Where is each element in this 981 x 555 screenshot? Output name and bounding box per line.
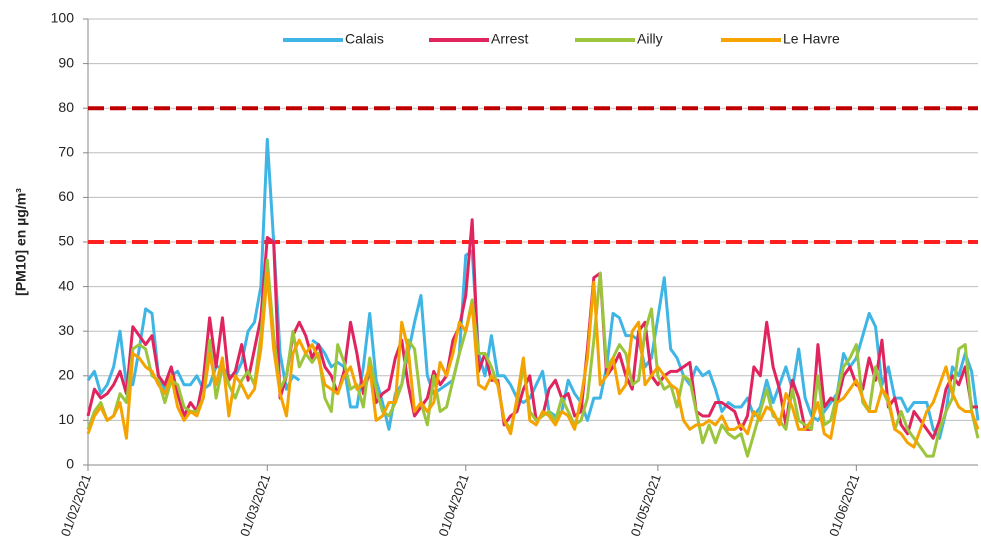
y-tick-label: 80 xyxy=(58,99,74,115)
legend-label: Arrest xyxy=(491,31,528,47)
y-tick-label: 50 xyxy=(58,233,74,249)
x-tick-label: 01/02/2021 xyxy=(58,472,94,538)
y-tick-label: 40 xyxy=(58,277,74,293)
y-tick-label: 90 xyxy=(58,54,74,70)
x-tick-label: 01/04/2021 xyxy=(435,472,471,538)
x-tick-label: 01/03/2021 xyxy=(237,472,273,538)
series-line xyxy=(86,271,980,449)
legend-label: Le Havre xyxy=(783,31,840,47)
series-line xyxy=(86,218,978,440)
y-axis-label: [PM10] en µg/m³ xyxy=(13,188,29,296)
series-line xyxy=(86,137,301,396)
legend-label: Ailly xyxy=(637,31,663,47)
y-tick-label: 10 xyxy=(58,411,74,427)
y-tick-label: 100 xyxy=(51,10,75,26)
series-line xyxy=(311,249,980,440)
y-tick-label: 30 xyxy=(58,322,74,338)
y-tick-label: 60 xyxy=(58,188,74,204)
legend-label: Calais xyxy=(345,31,384,47)
x-tick-label: 01/06/2021 xyxy=(826,472,862,538)
x-tick-label: 01/05/2021 xyxy=(628,472,664,538)
y-tick-label: 20 xyxy=(58,367,74,383)
series-line xyxy=(86,258,980,458)
y-tick-label: 0 xyxy=(66,456,74,472)
y-tick-label: 70 xyxy=(58,144,74,160)
